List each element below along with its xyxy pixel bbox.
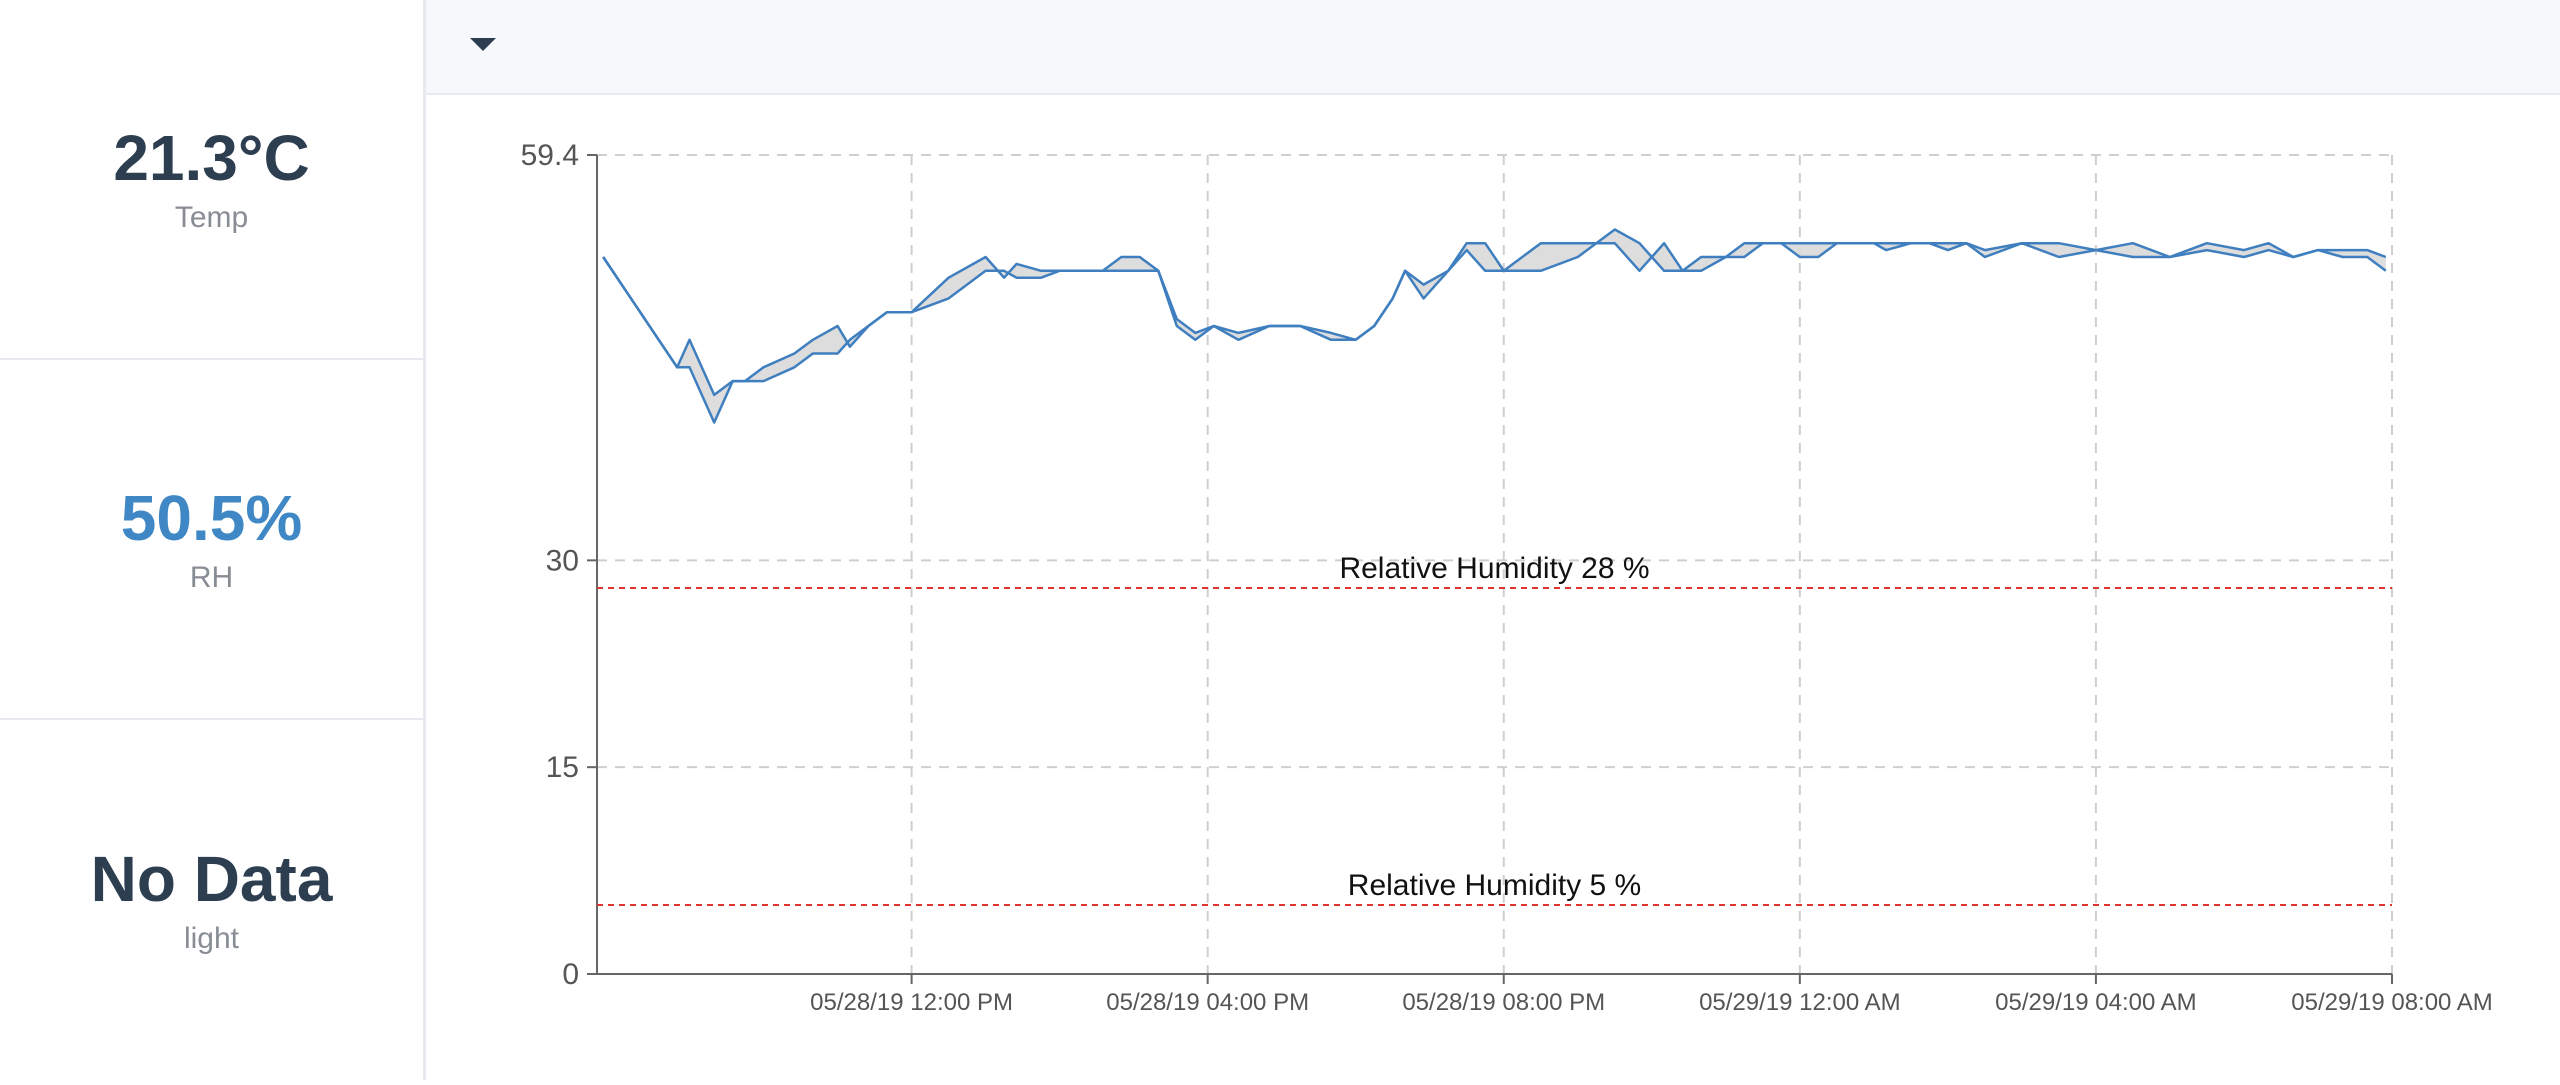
x-tick-label: 05/28/19 08:00 PM (1402, 989, 1605, 1016)
threshold-label: Relative Humidity 28 % (1339, 552, 1649, 585)
metrics-sidebar: 21.3°C Temp 50.5% RH No Data light (0, 0, 426, 1080)
series-line-2 (602, 228, 2387, 424)
metric-label-rh: RH (189, 561, 234, 595)
dropdown-toggle-button[interactable] (458, 24, 508, 64)
y-tick-label: 15 (546, 751, 579, 784)
metric-card-rh[interactable]: 50.5% RH (0, 360, 423, 720)
x-tick-label: 05/29/19 12:00 AM (1699, 989, 1901, 1016)
metric-card-light[interactable]: No Data light (0, 720, 423, 1080)
y-tick-label: 0 (562, 958, 579, 991)
min-max-band (603, 229, 2386, 423)
chart-toolbar (426, 0, 2560, 95)
x-tick-label: 05/28/19 04:00 PM (1106, 989, 1309, 1016)
metric-label-light: light (183, 922, 240, 956)
y-tick-label: 30 (546, 544, 579, 577)
metric-value-rh: 50.5% (120, 481, 303, 554)
metric-value-temp: 21.3°C (113, 121, 310, 194)
y-tick-label: 59.4 (521, 139, 579, 172)
humidity-chart: 0 15 30 59.4 05/28/19 12:00 PM 05/28/19 04:00… (521, 139, 2493, 1016)
metric-label-temp: Temp (174, 201, 249, 235)
series-line-1 (602, 241, 2387, 397)
metric-value-light: No Data (90, 842, 333, 915)
x-tick-label: 05/28/19 12:00 PM (810, 989, 1013, 1016)
chart-area: 0 15 30 59.4 05/28/19 12:00 PM 05/28/19 04:00… (426, 95, 2560, 1080)
x-tick-label: 05/29/19 08:00 AM (2291, 989, 2493, 1016)
metric-card-temp[interactable]: 21.3°C Temp (0, 0, 423, 360)
caret-down-icon (470, 37, 496, 51)
threshold-label: Relative Humidity 5 % (1348, 869, 1641, 902)
x-tick-label: 05/29/19 04:00 AM (1995, 989, 2197, 1016)
